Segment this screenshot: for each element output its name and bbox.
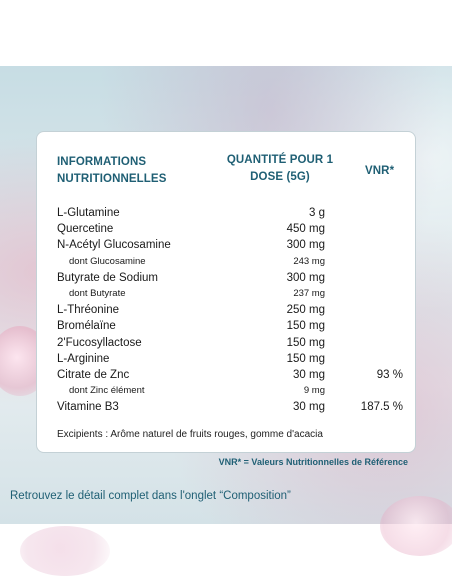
nutrition-row: dont Butyrate 237 mg	[37, 288, 417, 304]
ingredient-quantity: 243 mg	[293, 255, 325, 267]
header-vnr: VNR*	[365, 165, 395, 177]
ingredient-name: L-Glutamine	[57, 207, 120, 219]
header-quantite: QUANTITÉ POUR 1 DOSE (5G)	[226, 154, 334, 183]
ingredient-quantity: 30 mg	[293, 401, 325, 414]
ingredient-quantity: 450 mg	[286, 223, 325, 236]
ingredient-quantity: 150 mg	[286, 352, 325, 365]
composition-tab-hint: Retrouvez le détail complet dans l'ongle…	[10, 490, 291, 502]
ingredient-name: Quercetine	[57, 223, 114, 236]
nutrition-row: L-Thréonine 250 mg	[37, 304, 417, 320]
molecule-bubble	[20, 526, 110, 576]
ingredient-vnr: 187.5 %	[360, 401, 403, 414]
ingredient-quantity: 300 mg	[286, 271, 325, 284]
header-informations: INFORMATIONS NUTRITIONNELLES	[57, 156, 167, 185]
molecule-bubble	[380, 496, 452, 556]
nutrition-row: L-Arginine 150 mg	[37, 353, 417, 369]
ingredient-quantity: 9 mg	[303, 385, 325, 397]
ingredient-name: dont Glucosamine	[69, 255, 146, 267]
ingredient-vnr: 93 %	[376, 368, 403, 381]
ingredient-name: N-Acétyl Glucosamine	[57, 239, 171, 252]
nutrition-row: Vitamine B3 30 mg 187.5 %	[37, 401, 417, 417]
ingredient-name: L-Thréonine	[57, 304, 120, 317]
ingredient-name: Bromélaïne	[57, 320, 116, 333]
ingredient-name: Citrate de Znc	[57, 368, 130, 381]
nutrition-row: N-Acétyl Glucosamine 300 mg	[37, 239, 417, 255]
nutrition-rows: L-Glutamine 3 g Quercetine 450 mg N-Acétyl G…	[37, 207, 417, 417]
ingredient-name: dont Zinc élément	[69, 385, 145, 397]
ingredient-name: dont Butyrate	[69, 287, 126, 299]
ingredient-quantity: 3 g	[309, 207, 325, 219]
ingredient-name: Butyrate de Sodium	[57, 271, 159, 284]
ingredient-name: Vitamine B3	[57, 401, 119, 414]
ingredient-name: L-Arginine	[57, 352, 110, 365]
nutrition-row: L-Glutamine 3 g	[37, 207, 417, 223]
excipients-text: Excipients : Arôme naturel de fruits rou…	[57, 429, 323, 440]
ingredient-quantity: 150 mg	[286, 320, 325, 333]
ingredient-quantity: 300 mg	[286, 239, 325, 252]
nutrition-row: dont Glucosamine 243 mg	[37, 256, 417, 272]
nutrition-table-card: INFORMATIONS NUTRITIONNELLES QUANTITÉ PO…	[36, 131, 416, 453]
nutrition-row: dont Zinc élément 9 mg	[37, 385, 417, 401]
ingredient-quantity: 150 mg	[286, 336, 325, 349]
vnr-footnote: VNR* = Valeurs Nutritionnelles de Référe…	[218, 457, 408, 467]
nutrition-row: Citrate de Znc 30 mg 93 %	[37, 369, 417, 385]
ingredient-quantity: 237 mg	[293, 287, 325, 299]
nutrition-row: Quercetine 450 mg	[37, 223, 417, 239]
ingredient-name: 2'Fucosyllactose	[57, 336, 142, 349]
ingredient-quantity: 30 mg	[293, 368, 325, 381]
nutrition-row: 2'Fucosyllactose 150 mg	[37, 337, 417, 353]
nutrition-row: Bromélaïne 150 mg	[37, 320, 417, 336]
nutrition-row: Butyrate de Sodium 300 mg	[37, 272, 417, 288]
ingredient-quantity: 250 mg	[286, 304, 325, 317]
